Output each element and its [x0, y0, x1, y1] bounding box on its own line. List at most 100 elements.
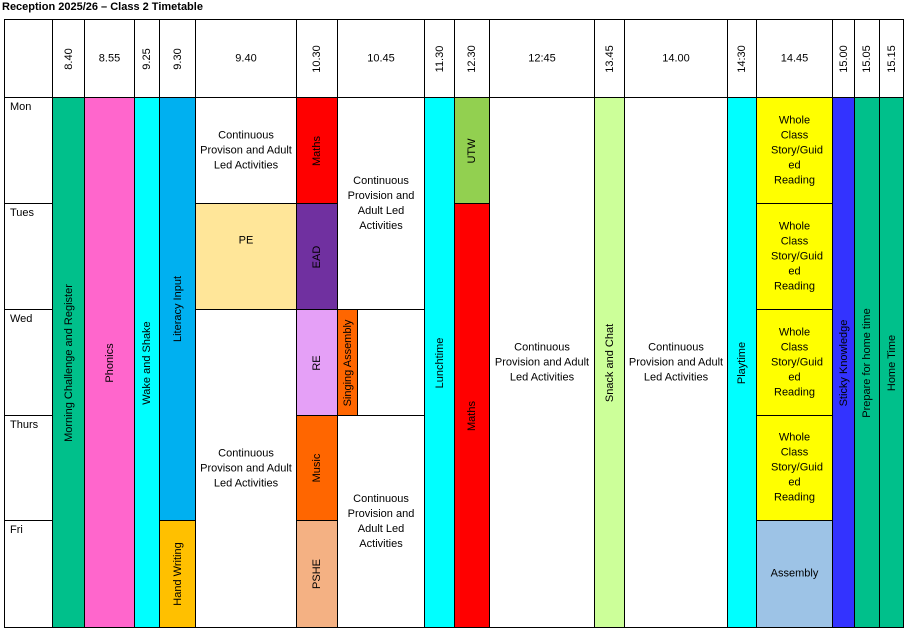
continuous-provision-mon-tue-block-label: Continuous Provision and Adult Led Activ… — [347, 174, 415, 232]
hand-writing-block: Hand Writing — [159, 520, 196, 628]
day-row-thurs: Thurs — [4, 415, 53, 521]
time-header: 8.55 — [84, 19, 135, 98]
literacy-input-block: Literacy Input — [159, 97, 196, 521]
maths-1230-block-label: Maths — [466, 400, 478, 431]
page-title: Reception 2025/26 – Class 2 Timetable — [2, 1, 203, 13]
continuous-provision-mon-block: Continuous Provison and Adult Led Activi… — [195, 97, 297, 204]
continuous-provision-1245-block: Continuous Provision and Adult Led Activ… — [489, 97, 595, 628]
time-header-label: 9.40 — [235, 52, 257, 64]
story-reading-wed-block-label: Whole Class Story/Guid ed Reading — [771, 326, 823, 398]
re-block-label: RE — [311, 354, 323, 371]
day-row-mon: Mon — [4, 97, 53, 204]
day-label: Tues — [10, 207, 35, 219]
home-time-block-label: Home Time — [885, 334, 898, 391]
time-header: 13.45 — [594, 19, 625, 98]
time-header: 14:30 — [727, 19, 757, 98]
morning-challenge-block: Morning Challenge and Register — [52, 97, 85, 628]
time-header-label: 10.45 — [367, 52, 395, 64]
phonics-block-label: Phonics — [103, 342, 116, 383]
home-time-block: Home Time — [879, 97, 904, 628]
time-header-label: 15.00 — [837, 44, 850, 73]
lunchtime-block: Lunchtime — [424, 97, 455, 628]
utw-block: UTW — [454, 97, 490, 204]
prepare-home-block-label: Prepare for home time — [861, 307, 873, 418]
time-header: 14.45 — [756, 19, 833, 98]
re-block: RE — [296, 309, 338, 416]
time-header-label: 14.45 — [780, 52, 809, 64]
time-header: 10.45 — [337, 19, 425, 98]
playtime-block-label: Playtime — [736, 341, 748, 384]
time-header: 15.15 — [879, 19, 904, 98]
ead-block-label: EAD — [311, 245, 323, 268]
continuous-provision-wed-fri-block-label: Continuous Provison and Adult Led Activi… — [200, 447, 292, 489]
time-header: 15.00 — [832, 19, 855, 98]
header-corner — [4, 19, 53, 98]
time-header-label: 14.00 — [662, 52, 690, 64]
time-header-label: 15.15 — [885, 44, 898, 73]
singing-assembly-label: Singing Assembly — [341, 319, 354, 406]
hand-writing-block-label: Hand Writing — [171, 542, 184, 606]
time-header-label: 9.25 — [141, 47, 153, 70]
time-header: 11.30 — [424, 19, 455, 98]
time-header-label: 9.30 — [171, 47, 184, 70]
time-header: 15.05 — [854, 19, 880, 98]
day-label: Thurs — [10, 419, 39, 431]
time-header: 10.30 — [296, 19, 338, 98]
story-reading-thu-block-label: Whole Class Story/Guid ed Reading — [771, 431, 823, 504]
lunchtime-block-label: Lunchtime — [433, 337, 446, 388]
time-header: 12:45 — [489, 19, 595, 98]
story-reading-thu-block: Whole Class Story/Guid ed Reading — [756, 415, 833, 521]
pe-block-label: PE — [238, 234, 254, 247]
music-block: Music — [296, 415, 338, 521]
pshe-block-label: PSHE — [311, 559, 323, 589]
snack-chat-block-label: Snack and Chat — [603, 323, 616, 402]
continuous-provision-1400-block-label: Continuous Provision and Adult Led Activ… — [628, 341, 724, 383]
continuous-provision-mon-block-label: Continuous Provison and Adult Led Activi… — [200, 129, 292, 171]
day-row-wed: Wed — [4, 309, 53, 416]
day-label: Wed — [10, 313, 33, 325]
time-header: 9.25 — [134, 19, 160, 98]
phonics-block: Phonics — [84, 97, 135, 628]
snack-chat-block: Snack and Chat — [594, 97, 625, 628]
pshe-block: PSHE — [296, 520, 338, 628]
wake-shake-block-label: Wake and Shake — [141, 320, 153, 405]
time-header-label: 10.30 — [311, 44, 323, 73]
assembly-block: Assembly — [756, 520, 833, 628]
time-header-label: 13.45 — [603, 44, 616, 73]
story-reading-mon-block-label: Whole Class Story/Guid ed Reading — [771, 114, 823, 186]
singing-assembly-block: Singing Assembly — [337, 309, 358, 416]
continuous-provision-thu-fri-block-label: Continuous Provision and Adult Led Activ… — [347, 492, 415, 550]
maths-mon-block: Maths — [296, 97, 338, 204]
story-reading-tue-block-label: Whole Class Story/Guid ed Reading — [771, 220, 823, 292]
utw-block-label: UTW — [466, 137, 478, 164]
morning-challenge-block-label: Morning Challenge and Register — [62, 283, 75, 442]
day-row-fri: Fri — [4, 520, 53, 628]
time-header: 9.30 — [159, 19, 196, 98]
sticky-knowledge-block: Sticky Knowledge — [832, 97, 855, 628]
maths-1230-block: Maths — [454, 203, 490, 628]
literacy-input-block-label: Literacy Input — [171, 275, 184, 343]
continuous-provision-thu-fri-block: Continuous Provision and Adult Led Activ… — [337, 415, 425, 628]
playtime-block: Playtime — [727, 97, 757, 628]
time-header-label: 8.55 — [98, 52, 121, 64]
music-block-label: Music — [311, 453, 323, 483]
time-header-label: 8.40 — [62, 47, 75, 70]
sticky-knowledge-block-label: Sticky Knowledge — [837, 319, 850, 406]
story-reading-wed-block: Whole Class Story/Guid ed Reading — [756, 309, 833, 416]
assembly-block-label: Assembly — [770, 567, 819, 580]
time-header-label: 12:45 — [528, 52, 556, 64]
prepare-home-block: Prepare for home time — [854, 97, 880, 628]
continuous-provision-1400-block: Continuous Provision and Adult Led Activ… — [624, 97, 728, 628]
time-header-label: 12.30 — [466, 44, 478, 73]
day-row-tues: Tues — [4, 203, 53, 310]
time-header-label: 14:30 — [736, 44, 748, 73]
time-header: 9.40 — [195, 19, 297, 98]
story-reading-tue-block: Whole Class Story/Guid ed Reading — [756, 203, 833, 310]
continuous-provision-1245-block-label: Continuous Provision and Adult Led Activ… — [494, 341, 590, 383]
time-header-label: 15.05 — [861, 44, 873, 73]
pe-block: PE — [195, 203, 297, 310]
continuous-provision-mon-tue-block: Continuous Provision and Adult Led Activ… — [337, 97, 425, 310]
time-header: 12.30 — [454, 19, 490, 98]
day-label: Fri — [10, 524, 23, 536]
